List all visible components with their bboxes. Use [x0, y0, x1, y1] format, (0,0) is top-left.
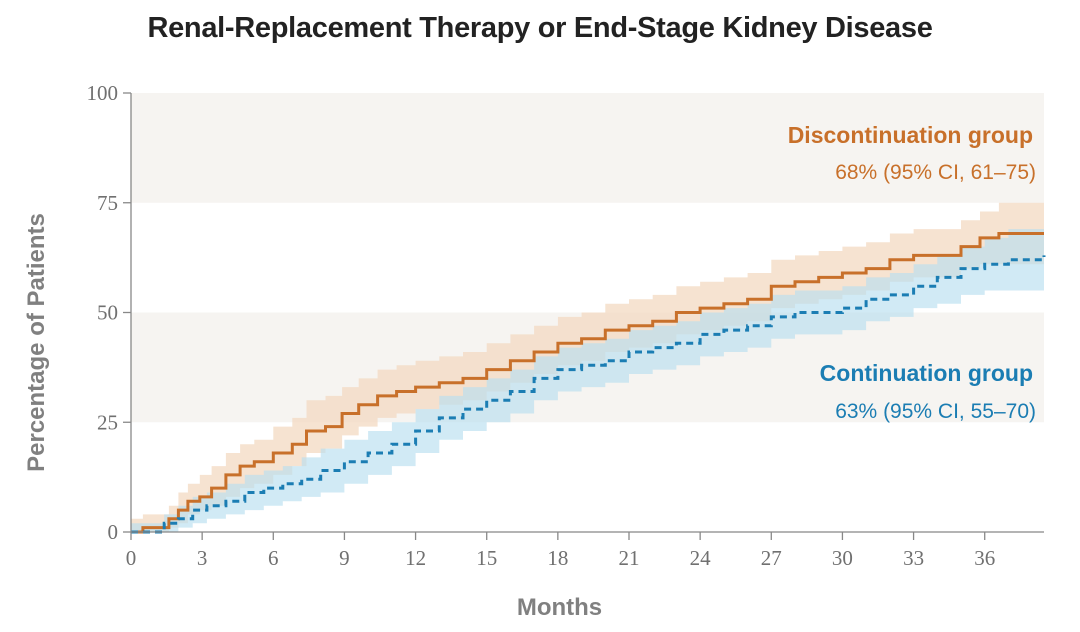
series-lines — [131, 232, 1046, 534]
y-tick-label: 100 — [87, 81, 119, 105]
continuation-label: Continuation group — [820, 360, 1033, 386]
x-tick-label: 36 — [974, 546, 995, 570]
x-tick-label: 24 — [690, 546, 712, 570]
grid-band — [131, 93, 1044, 203]
discontinuation-label: Discontinuation group — [788, 122, 1033, 148]
x-tick-label: 9 — [339, 546, 350, 570]
continuation-line — [131, 255, 1046, 534]
x-tick-label: 21 — [619, 546, 640, 570]
x-tick-label: 12 — [405, 546, 426, 570]
discontinuation-annotation: 68% (95% CI, 61–75) — [835, 161, 1036, 184]
discontinuation-ci-band — [131, 202, 1044, 533]
axes — [123, 92, 1044, 540]
x-tick-label: 30 — [832, 546, 853, 570]
x-tick-label: 6 — [268, 546, 279, 570]
x-tick-label: 27 — [761, 546, 782, 570]
x-tick-label: 3 — [197, 546, 208, 570]
confidence-bands — [131, 202, 1044, 533]
chart-title: Renal-Replacement Therapy or End-Stage K… — [147, 12, 933, 44]
y-tick-label: 50 — [97, 301, 118, 325]
x-tick-label: 18 — [547, 546, 568, 570]
continuation-annotation: 63% (95% CI, 55–70) — [835, 400, 1036, 423]
y-axis-label: Percentage of Patients — [23, 213, 50, 472]
x-tick-label: 0 — [126, 546, 137, 570]
x-axis-label: Months — [517, 594, 602, 621]
continuation-ci-band — [131, 224, 1044, 532]
y-tick-label: 75 — [97, 191, 118, 215]
x-tick-label: 15 — [476, 546, 497, 570]
x-tick-label: 33 — [903, 546, 924, 570]
y-tick-label: 0 — [108, 520, 119, 544]
y-tick-label: 25 — [97, 410, 118, 434]
discontinuation-line — [131, 232, 1044, 534]
